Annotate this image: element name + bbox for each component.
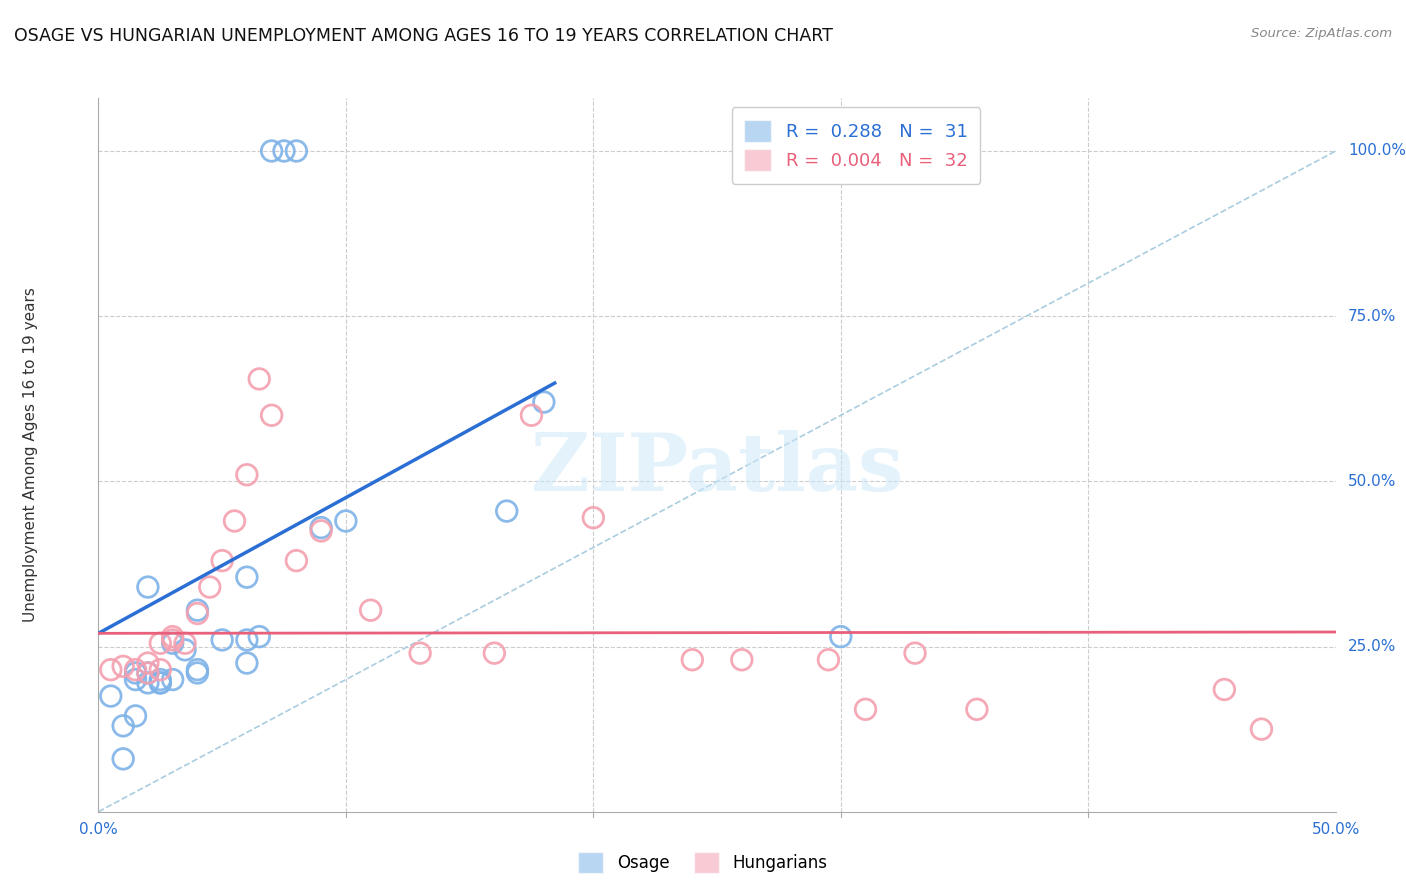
Point (520, 409, 543, 423)
Point (1213, 682, 1236, 697)
Text: 50.0%: 50.0% (1348, 474, 1396, 489)
Point (236, 467, 259, 482)
Point (112, 719, 135, 733)
Point (273, 144, 295, 158)
Point (162, 673, 184, 687)
Text: Unemployment Among Ages 16 to 19 years: Unemployment Among Ages 16 to 19 years (22, 287, 38, 623)
Point (966, 702, 988, 716)
Point (582, 510, 605, 524)
Point (533, 395, 555, 409)
Point (285, 144, 308, 158)
Point (211, 632, 233, 647)
Point (335, 514, 357, 528)
Point (855, 702, 877, 716)
Point (149, 676, 172, 690)
Point (112, 659, 135, 673)
Text: Source: ZipAtlas.com: Source: ZipAtlas.com (1251, 27, 1392, 40)
Point (309, 520, 332, 534)
Point (186, 663, 208, 677)
Point (904, 646, 927, 660)
Point (236, 570, 259, 584)
Point (136, 676, 159, 690)
Point (162, 630, 184, 644)
Point (162, 632, 184, 647)
Point (162, 636, 184, 650)
Point (124, 709, 146, 723)
Point (124, 663, 146, 677)
Point (236, 632, 259, 647)
Point (360, 603, 382, 617)
Point (285, 554, 308, 568)
Point (124, 665, 146, 680)
Text: 75.0%: 75.0% (1348, 309, 1396, 324)
Point (309, 524, 332, 538)
Text: ZIPatlas: ZIPatlas (531, 430, 903, 508)
Point (681, 653, 703, 667)
Text: 50.0%: 50.0% (1312, 822, 1360, 837)
Point (495, 504, 517, 518)
Point (149, 673, 172, 687)
Text: OSAGE VS HUNGARIAN UNEMPLOYMENT AMONG AGES 16 TO 19 YEARS CORRELATION CHART: OSAGE VS HUNGARIAN UNEMPLOYMENT AMONG AG… (14, 27, 832, 45)
Point (1250, 722, 1272, 736)
Point (149, 676, 172, 690)
Legend: R =  0.288   N =  31, R =  0.004   N =  32: R = 0.288 N = 31, R = 0.004 N = 32 (731, 107, 980, 184)
Point (260, 409, 283, 423)
Point (484, 646, 506, 660)
Point (136, 656, 159, 670)
Point (100, 663, 122, 677)
Point (136, 665, 159, 680)
Text: 25.0%: 25.0% (1348, 639, 1396, 654)
Point (198, 580, 221, 594)
Point (211, 554, 233, 568)
Point (731, 653, 754, 667)
Point (136, 580, 159, 594)
Point (186, 665, 208, 680)
Point (149, 663, 172, 677)
Point (817, 653, 839, 667)
Point (186, 607, 208, 621)
Point (247, 630, 270, 644)
Point (830, 630, 852, 644)
Point (409, 646, 432, 660)
Point (260, 144, 283, 158)
Point (149, 636, 172, 650)
Point (124, 673, 146, 687)
Point (174, 643, 197, 657)
Point (236, 656, 259, 670)
Point (186, 603, 208, 617)
Point (136, 665, 159, 680)
Point (224, 514, 246, 528)
Text: 100.0%: 100.0% (1348, 144, 1406, 159)
Point (247, 372, 270, 386)
Legend: Osage, Hungarians: Osage, Hungarians (572, 846, 834, 880)
Point (100, 689, 122, 703)
Point (112, 752, 135, 766)
Point (174, 636, 197, 650)
Text: 0.0%: 0.0% (79, 822, 118, 837)
